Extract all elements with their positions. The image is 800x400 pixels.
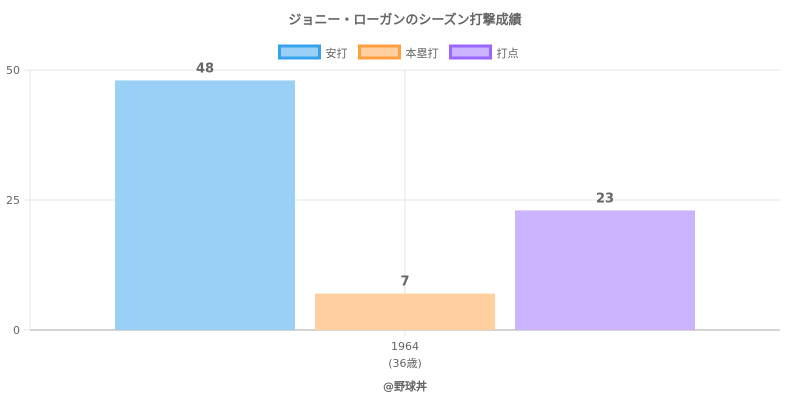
x-tick-label: 1964 [391, 340, 419, 353]
legend-label: 安打 [326, 46, 348, 60]
legend-label: 本塁打 [406, 46, 439, 60]
legend-swatch [358, 44, 401, 60]
value-label: 23 [596, 191, 614, 206]
value-label: 48 [196, 61, 214, 76]
legend-item-2[interactable]: 打点 [449, 44, 519, 60]
x-tick-sublabel: (36歳) [388, 357, 422, 370]
y-tick-label: 0 [13, 324, 20, 337]
legend-swatch [278, 44, 321, 60]
bars [115, 80, 695, 331]
value-label: 7 [400, 275, 409, 290]
legend-label: 打点 [497, 46, 519, 60]
y-axis-ticks: 0 25 50 [6, 64, 20, 337]
bar-0-0 [115, 80, 295, 331]
legend-swatch [449, 44, 492, 60]
y-tick-label: 50 [6, 64, 20, 77]
bar-1-0 [315, 293, 495, 330]
legend-item-0[interactable]: 安打 [278, 44, 348, 60]
value-labels: 48 7 23 [196, 61, 614, 289]
credit-label: @野球丼 [383, 379, 427, 393]
y-tick-label: 25 [6, 194, 20, 207]
legend: 安打 本塁打 打点 [278, 44, 519, 60]
bar-2-0 [515, 210, 695, 330]
legend-item-1[interactable]: 本塁打 [358, 44, 439, 60]
x-axis-ticks: 1964 (36歳) [388, 340, 422, 370]
chart-title: ジョニー・ローガンのシーズン打撃成績 [288, 12, 521, 28]
